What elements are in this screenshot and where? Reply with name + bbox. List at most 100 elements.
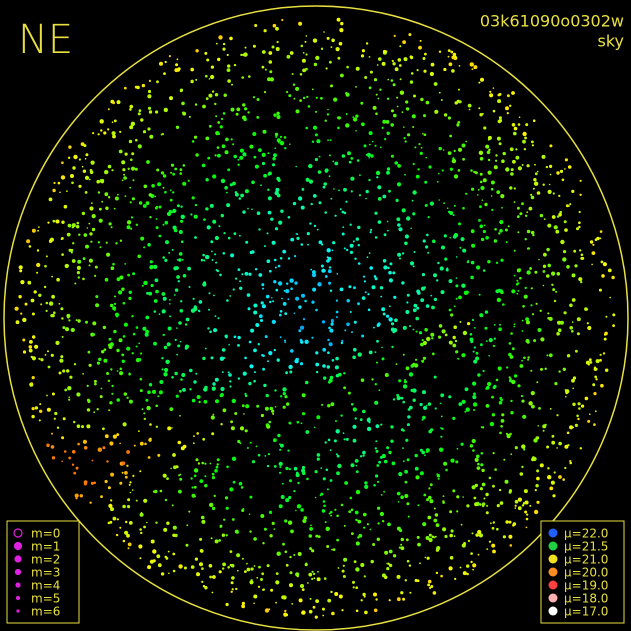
star [565, 391, 569, 395]
star [147, 243, 151, 247]
star [186, 524, 189, 527]
star [552, 494, 556, 498]
star [387, 78, 390, 81]
star [147, 89, 152, 94]
star [488, 338, 493, 343]
star [119, 481, 123, 485]
star [254, 164, 259, 169]
star [231, 588, 234, 591]
star [249, 364, 254, 369]
star [403, 380, 407, 384]
star [384, 138, 387, 141]
star [375, 93, 378, 96]
star [168, 55, 171, 58]
brightness-label: μ=20.0 [564, 566, 608, 580]
star [533, 178, 537, 182]
star [556, 447, 558, 449]
star [278, 142, 280, 144]
star [149, 264, 154, 269]
star [422, 340, 427, 346]
star [339, 208, 342, 211]
star [272, 412, 275, 415]
star [267, 210, 272, 215]
star [379, 286, 384, 290]
star [154, 278, 159, 283]
star [318, 240, 323, 245]
star [388, 450, 392, 455]
star [501, 413, 505, 417]
star [492, 484, 495, 488]
star [260, 413, 264, 418]
star [322, 477, 326, 481]
star [246, 567, 251, 572]
star [405, 100, 409, 104]
star [566, 431, 570, 435]
star [73, 420, 76, 424]
star [264, 406, 269, 411]
star [465, 407, 470, 412]
star [486, 504, 489, 507]
star [398, 64, 402, 67]
star [470, 340, 474, 344]
star [341, 569, 345, 573]
star [78, 184, 82, 188]
star [434, 407, 437, 410]
star [571, 298, 576, 302]
star [602, 352, 606, 355]
star [190, 477, 193, 480]
star [529, 267, 532, 270]
star [227, 371, 230, 374]
star [109, 441, 114, 446]
star [404, 579, 407, 582]
star [500, 425, 503, 428]
star [327, 598, 332, 603]
star [399, 78, 402, 81]
star [438, 91, 441, 94]
star [334, 508, 337, 511]
star [174, 371, 178, 376]
star [96, 408, 99, 411]
star [293, 97, 296, 100]
star [282, 302, 287, 306]
star [286, 54, 291, 59]
star [377, 185, 382, 190]
star [352, 407, 357, 412]
star [116, 348, 120, 353]
star [105, 241, 108, 244]
star [462, 206, 465, 210]
star [470, 560, 473, 564]
star [530, 195, 535, 200]
star [270, 588, 274, 592]
star [450, 529, 454, 533]
brightness-symbol [548, 528, 558, 538]
star [488, 476, 492, 480]
star [30, 382, 33, 385]
star [402, 460, 405, 463]
star [315, 308, 318, 312]
star [338, 373, 341, 376]
star [390, 123, 395, 127]
star [396, 597, 401, 602]
star [478, 107, 481, 110]
star [539, 213, 544, 218]
star [394, 67, 399, 72]
star [116, 433, 120, 437]
star [289, 370, 293, 374]
star [127, 542, 132, 547]
star [506, 112, 509, 115]
star [146, 291, 149, 295]
star [470, 169, 473, 172]
star [204, 462, 207, 465]
star [446, 267, 449, 270]
star [337, 56, 341, 60]
star [510, 411, 514, 415]
star [282, 249, 287, 254]
star [176, 275, 181, 279]
star [374, 277, 378, 281]
star [268, 351, 273, 356]
star [399, 45, 402, 48]
star [462, 571, 467, 576]
star [354, 510, 359, 515]
star [426, 336, 431, 342]
star [379, 88, 382, 91]
